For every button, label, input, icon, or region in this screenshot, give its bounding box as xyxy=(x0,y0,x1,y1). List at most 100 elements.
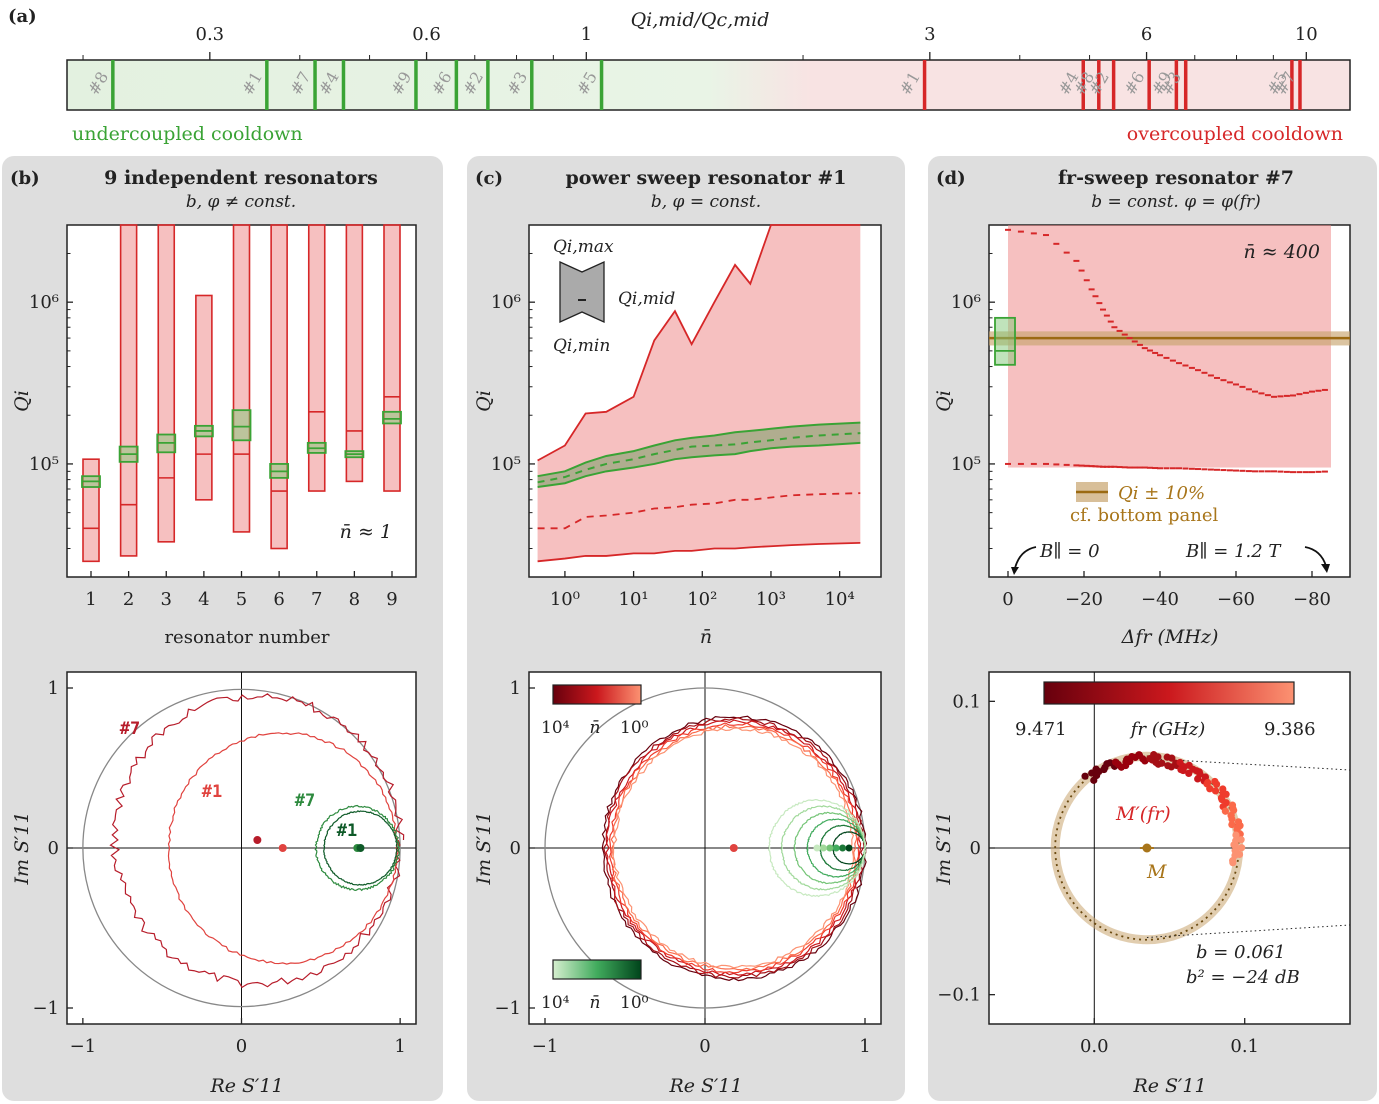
b-overcoupled-bar xyxy=(195,294,213,501)
c-undercoupled-max-line xyxy=(537,421,861,478)
x-tick-label: −80 xyxy=(1293,589,1331,610)
panel-d-legend: Qi ± 10% cf. bottom panel xyxy=(1070,482,1218,526)
x-tick-label: 10⁴ xyxy=(825,589,855,610)
b-overcoupled-bar xyxy=(345,224,364,483)
panel-d-tag: (d) xyxy=(936,168,966,189)
a-tick-label: 0.6 xyxy=(412,24,441,45)
d-data-point xyxy=(1154,753,1162,761)
c-red-trace xyxy=(605,719,862,976)
panel-d: (d) fr-sweep resonator #7 b = const. φ =… xyxy=(933,167,1351,1097)
cbar-red-label: n̄ xyxy=(590,718,601,738)
y-tick-label: −1 xyxy=(32,998,59,1019)
c-overcoupled-min-line xyxy=(537,541,861,563)
b-center-dot xyxy=(356,844,365,852)
panel-a: (a) Qi,mid/Qc,mid 0.3 0.6 1 3 6 10 #8 #1 #7 #4 #9… xyxy=(8,6,1351,145)
panel-c-bottom-plot: −1 0 1 −1 0 1 xyxy=(494,672,881,1057)
b-trace-2 xyxy=(167,732,399,965)
d-data-point xyxy=(1229,859,1237,867)
x-tick-label: 8 xyxy=(349,589,360,610)
panel-b-top-plot: 10⁵ 10⁶ 1 2 3 4 5 6 7 8 9 xyxy=(29,224,402,610)
panel-c-colorbar-green: 10⁴ n̄ 10⁰ xyxy=(541,959,649,1013)
c-green-trace xyxy=(793,811,867,885)
d-data-point xyxy=(1231,841,1239,849)
x-tick-label: 10³ xyxy=(756,589,786,610)
b-zero-label: B∥ = 0 xyxy=(1039,541,1100,562)
panel-d-bottom-xlabel: Re S′11 xyxy=(1132,1075,1206,1097)
cbar-red-left: 10⁴ xyxy=(541,718,570,738)
b-trace-1 xyxy=(109,693,405,989)
cbar-green-right: 10⁰ xyxy=(620,993,649,1013)
panel-b-annotation: n̄ ≈ 1 xyxy=(340,521,392,543)
d-data-point xyxy=(1232,831,1240,839)
c-overcoupled-mid-line xyxy=(537,492,861,530)
legend-qi-label: Qi ± 10% xyxy=(1118,483,1205,504)
d-undercoupled-bar xyxy=(994,316,1016,366)
c-green-center xyxy=(845,844,853,852)
panel-d-top-plot: 10⁵ 10⁶ 0 −20 −40 −60 −80 xyxy=(951,224,1350,610)
panel-d-subtitle: b = const. φ = φ(fr) xyxy=(1091,192,1261,212)
b-squared-label: b² = −24 dB xyxy=(1186,967,1300,988)
cbar-green-label: n̄ xyxy=(590,993,601,1013)
b-label-outer-1: #1 xyxy=(202,782,222,802)
cbar-fr-label: fr (GHz) xyxy=(1129,719,1206,740)
b-label-inner-1: #1 xyxy=(337,821,357,841)
d-data-point xyxy=(1221,807,1229,815)
panel-d-bottom-ylabel: Im S′11 xyxy=(933,811,955,885)
a-tick-label: 10 xyxy=(1295,24,1318,45)
y-tick-label: 10⁵ xyxy=(491,454,521,475)
panel-a-tag: (a) xyxy=(8,6,37,27)
d-data-point xyxy=(1212,780,1221,788)
d-m-point xyxy=(1142,843,1152,853)
d-data-point xyxy=(1237,836,1245,844)
b-overcoupled-bar xyxy=(232,224,251,533)
m-label: M xyxy=(1146,861,1167,883)
x-tick-label: 4 xyxy=(198,589,209,610)
b-undercoupled-bar xyxy=(231,409,252,442)
y-tick-label: 10⁶ xyxy=(491,292,521,313)
panel-c-title: power sweep resonator #1 xyxy=(566,167,847,189)
b-center-dot xyxy=(278,844,287,852)
y-tick-label: 10⁶ xyxy=(29,292,59,313)
b-center-dot xyxy=(253,836,262,844)
legend-shape xyxy=(559,260,605,324)
x-tick-label: 1 xyxy=(85,589,96,610)
panel-b-bottom-plot: −1 0 1 −1 0 1 #7 #1 #7 #1 xyxy=(32,672,416,1057)
panel-a-axis-label: Qi,mid/Qc,mid xyxy=(631,9,770,31)
d-data-point xyxy=(1211,787,1220,795)
panel-b: (b) 9 independent resonators b, φ ≠ cons… xyxy=(10,167,417,1097)
y-tick-label: 0 xyxy=(970,838,981,859)
y-tick-label: 10⁵ xyxy=(951,454,981,475)
panel-d-annotation: n̄ ≈ 400 xyxy=(1243,241,1320,263)
c-undercoupled-band xyxy=(537,422,861,488)
panel-d-colorbar: 9.471 fr (GHz) 9.386 xyxy=(1015,681,1316,740)
panel-c-colorbar-red: 10⁴ n̄ 10⁰ xyxy=(541,684,649,738)
x-tick-label: 0 xyxy=(1002,589,1013,610)
x-tick-label: 0.0 xyxy=(1080,1036,1109,1057)
a-tick-label: 0.3 xyxy=(196,24,225,45)
panel-c-bottom-ylabel: Im S′11 xyxy=(473,811,495,885)
a-tick-label: 1 xyxy=(581,24,592,45)
y-tick-label: 0 xyxy=(48,838,59,859)
x-tick-label: 5 xyxy=(236,589,247,610)
b-undercoupled-bar xyxy=(382,410,402,425)
d-data-point xyxy=(1238,844,1246,852)
panel-b-bottom-ylabel: Im S′11 xyxy=(11,811,33,885)
y-tick-label: 1 xyxy=(48,678,59,699)
b-overcoupled-bar xyxy=(383,224,401,492)
d-data-point xyxy=(1194,775,1202,783)
y-tick-label: 10⁶ xyxy=(951,292,981,313)
x-tick-label: 10⁰ xyxy=(550,589,580,610)
panel-d-title: fr-sweep resonator #7 xyxy=(1058,167,1294,189)
x-tick-label: 0 xyxy=(236,1036,247,1057)
x-tick-label: 3 xyxy=(161,589,172,610)
undercoupled-label: undercoupled cooldown xyxy=(72,123,303,145)
y-tick-label: 10⁵ xyxy=(29,454,59,475)
y-tick-label: −1 xyxy=(494,998,521,1019)
x-tick-label: 2 xyxy=(123,589,134,610)
panel-a-ticks: 0.3 0.6 1 3 6 10 xyxy=(82,24,1318,60)
y-tick-label: 0.1 xyxy=(952,691,981,712)
legend-min-label: Qi,min xyxy=(553,336,610,356)
c-red-center xyxy=(729,844,738,852)
c-green-trace xyxy=(767,798,867,898)
